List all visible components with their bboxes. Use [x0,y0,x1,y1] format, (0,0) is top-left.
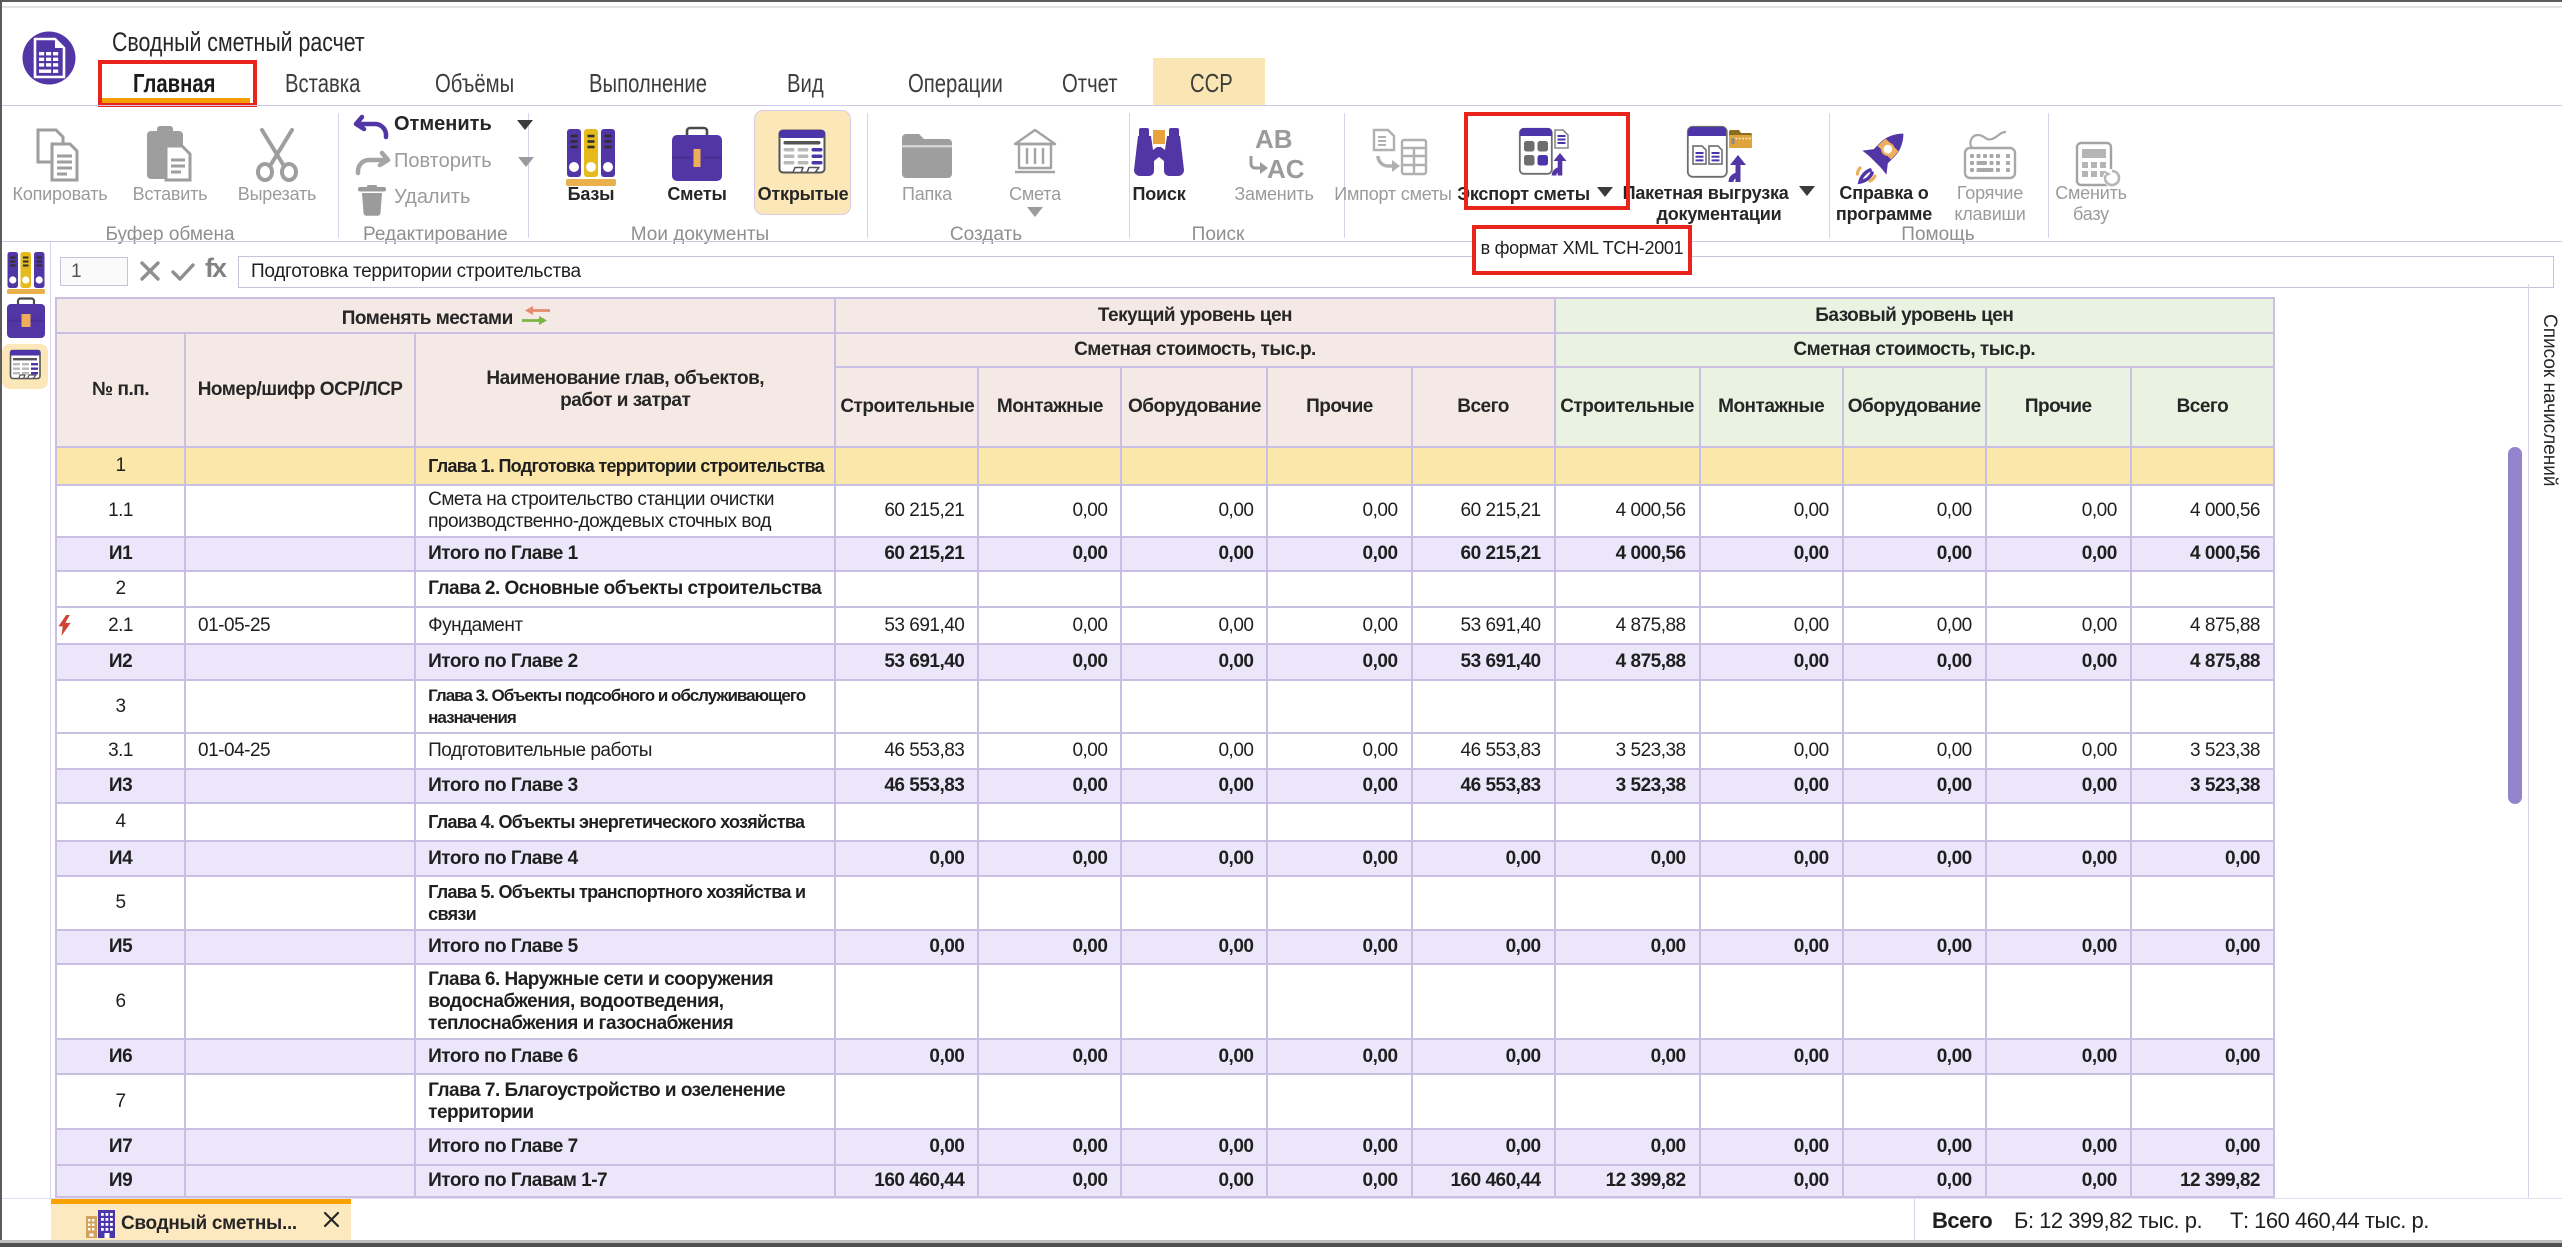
svg-text:AC: AC [1267,154,1305,184]
svg-text:AB: AB [1255,124,1293,154]
